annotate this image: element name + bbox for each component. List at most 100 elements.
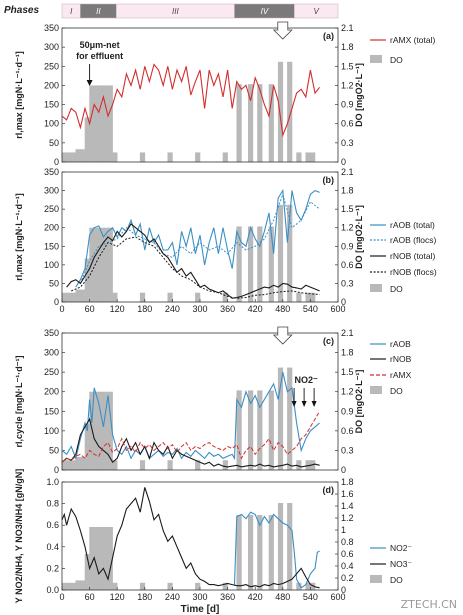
- do-bar: [66, 152, 72, 162]
- y-tick-label: 300: [44, 348, 59, 358]
- do-bar: [305, 582, 311, 590]
- do-bar: [107, 527, 113, 590]
- x-tick-label: 120: [110, 592, 125, 602]
- y-axis-label: Y NO2/NH4, Y NO3/NH4 [gN/gN]: [14, 469, 24, 604]
- y2-tick-label: 0.9: [341, 241, 354, 251]
- legend-swatch: [370, 575, 382, 583]
- x-tick-label: 300: [192, 592, 207, 602]
- panel-tag: (d): [323, 485, 335, 495]
- legend-label: rNOB: [390, 354, 412, 364]
- y2-tick-label: 1.5: [341, 367, 354, 377]
- big-arrow: [272, 326, 293, 345]
- series-line-2: [66, 223, 320, 299]
- y-axis-label: rI,max [mgN·L⁻¹·d⁻¹]: [14, 193, 24, 281]
- x-tick-label: 600: [330, 592, 345, 602]
- do-bar: [287, 503, 293, 590]
- do-bar: [222, 460, 228, 470]
- series-line-0: [233, 511, 320, 589]
- phase-label-I: I: [70, 7, 73, 16]
- y2-tick-label: 0.6: [341, 426, 354, 436]
- do-bar: [107, 391, 113, 470]
- do-bar: [98, 391, 104, 470]
- do-bar: [84, 554, 90, 590]
- y2-tick-label: 0.9: [341, 406, 354, 416]
- y2-tick-label: 1.4: [341, 501, 354, 511]
- legend-label: DO: [390, 284, 403, 294]
- do-bar: [296, 582, 302, 590]
- x-tick-label: 480: [275, 592, 290, 602]
- do-bar: [287, 61, 293, 162]
- x-tick-label: 240: [165, 592, 180, 602]
- do-bar: [296, 292, 302, 302]
- y-tick-label: 0.6: [46, 520, 59, 530]
- do-bar: [257, 84, 263, 162]
- do-bar: [98, 227, 104, 302]
- do-bar: [305, 152, 311, 162]
- y2-tick-label: 1.5: [341, 61, 354, 71]
- do-bar: [287, 204, 293, 302]
- do-bar: [61, 582, 67, 590]
- legend-swatch: [370, 386, 382, 394]
- y2-tick-label: 1: [341, 525, 346, 535]
- do-bar: [112, 152, 118, 162]
- x-tick-label: 0: [59, 304, 64, 314]
- y-tick-label: 150: [44, 241, 59, 251]
- do-bar: [84, 424, 90, 470]
- y-tick-label: 0: [54, 157, 59, 167]
- y-tick-label: 250: [44, 367, 59, 377]
- y-tick-label: 200: [44, 387, 59, 397]
- do-bar: [75, 580, 81, 590]
- do-bar: [107, 85, 113, 162]
- do-bar: [195, 152, 201, 162]
- do-bar: [112, 292, 118, 302]
- do-bar: [310, 582, 316, 590]
- do-bar: [80, 289, 86, 302]
- phase-label-II: II: [96, 7, 101, 16]
- do-bar: [248, 390, 254, 470]
- x-tick-label: 0: [59, 592, 64, 602]
- y2-tick-label: 0: [341, 585, 346, 595]
- y-tick-label: 100: [44, 260, 59, 270]
- do-bar: [93, 85, 100, 162]
- legend-label: rAOB (flocs): [390, 235, 436, 245]
- do-bar: [103, 391, 109, 470]
- annotation-arrowhead: [311, 401, 317, 407]
- annotation-arrowhead: [291, 401, 297, 407]
- x-tick-label: 480: [275, 304, 290, 314]
- y-tick-label: 0: [54, 297, 59, 307]
- panel-tag: (c): [323, 336, 334, 346]
- phase-label-V: V: [313, 7, 319, 16]
- do-bar: [310, 152, 316, 162]
- do-bar: [195, 292, 201, 302]
- do-bar: [70, 460, 77, 470]
- y-tick-label: 350: [44, 167, 59, 177]
- plot-frame: [61, 332, 339, 471]
- do-bar: [139, 152, 146, 162]
- legend-swatch: [370, 55, 382, 63]
- do-bar: [268, 226, 274, 302]
- do-bar: [89, 85, 95, 162]
- panel-2: 0 50 100 150 200 250 300 350 0 0.3 0.6 0.9 1.2 1.5 1.8…: [14, 326, 412, 475]
- x-axis-label: Time [d]: [181, 604, 220, 615]
- y-tick-label: 0.8: [46, 499, 59, 509]
- y2-tick-label: 2.1: [341, 23, 354, 33]
- x-tick-label: 240: [165, 304, 180, 314]
- do-bar: [236, 84, 242, 162]
- y2-tick-label: 1.2: [341, 223, 354, 233]
- legend-label: rAOB: [390, 339, 411, 349]
- panel-tag: (a): [323, 31, 334, 41]
- y-tick-label: 250: [44, 204, 59, 214]
- x-tick-label: 60: [85, 592, 95, 602]
- series-line-1: [61, 417, 320, 468]
- do-bar: [103, 227, 109, 302]
- series-line-0: [61, 63, 321, 138]
- x-tick-label: 600: [330, 304, 345, 314]
- do-bar: [248, 226, 254, 302]
- do-bar: [93, 227, 100, 302]
- y2-tick-label: 0: [341, 157, 346, 167]
- do-bar: [107, 227, 113, 302]
- do-bar: [75, 456, 81, 470]
- do-bar: [268, 515, 274, 590]
- legend-label: rAMX (total): [390, 35, 436, 45]
- y-tick-label: 300: [44, 186, 59, 196]
